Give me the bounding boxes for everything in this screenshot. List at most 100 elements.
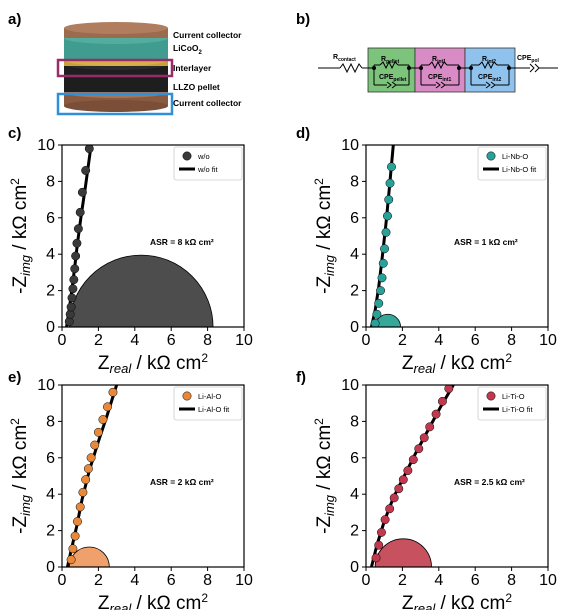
data-point <box>380 515 390 525</box>
y-tick-label: 10 <box>37 377 55 394</box>
x-tick-label: 10 <box>539 332 557 349</box>
data-point <box>398 475 408 485</box>
y-tick-label: 10 <box>341 377 359 394</box>
x-tick-label: 2 <box>94 572 103 589</box>
nyquist-plot-e: 0 2 4 6 8 10 0 2 4 6 8 10 Zreal / kΩ cm2 -Zimg / kΩ c… <box>8 377 253 610</box>
x-axis-label: Zreal / kΩ cm2 <box>98 351 208 376</box>
data-point <box>75 502 85 512</box>
panel-label-a: a) <box>8 11 21 28</box>
collector-highlight <box>56 92 174 116</box>
cpe-int1-label: CPEint1 <box>428 74 452 83</box>
legend-label: Li-Al-O <box>198 392 222 401</box>
data-point <box>66 555 76 565</box>
data-point <box>75 207 85 217</box>
y-tick-label: 2 <box>350 523 359 540</box>
data-point <box>370 318 380 327</box>
legend-label: Li-Al-O fit <box>198 405 230 414</box>
x-tick-label: 6 <box>471 572 480 589</box>
asr-annotation: ASR = 2.5 kΩ cm² <box>454 477 525 487</box>
axes-frame <box>365 144 549 328</box>
data-point <box>73 224 83 234</box>
cell-schematic <box>56 22 174 116</box>
label-current-collector-top: Current collector <box>173 30 242 40</box>
y-tick-label: 2 <box>46 523 55 540</box>
asr-annotation: ASR = 2 kΩ cm² <box>150 477 214 487</box>
legend-label: w/o <box>197 152 210 161</box>
legend-label: Li-Ti-O <box>502 392 525 401</box>
data-point <box>378 258 388 268</box>
data-point <box>68 284 78 294</box>
data-point <box>394 484 404 494</box>
x-tick-label: 6 <box>167 572 176 589</box>
data-point <box>66 302 76 312</box>
x-tick-label: 8 <box>203 332 212 349</box>
impedance-semicircle <box>68 254 214 327</box>
fit-line <box>369 145 395 327</box>
x-tick-label: 6 <box>167 332 176 349</box>
data-point <box>81 166 91 175</box>
data-point <box>431 409 441 419</box>
legend-label: Li-Nb-O <box>502 152 528 161</box>
data-point <box>389 493 399 503</box>
data-point <box>385 504 395 514</box>
data-point <box>69 275 79 285</box>
data-point <box>71 251 81 261</box>
data-point <box>73 517 82 526</box>
label-interlayer: Interlayer <box>173 63 212 73</box>
x-axis-label: Zreal / kΩ cm2 <box>402 591 512 610</box>
data-point <box>93 427 103 437</box>
nyquist-plot-d: 0 2 4 6 8 10 0 2 4 6 8 10 Zreal / kΩ cm2 -Zimg / kΩ c… <box>312 137 557 376</box>
asr-annotation: ASR = 8 kΩ cm² <box>150 237 214 247</box>
legend-label: w/o fit <box>197 165 219 174</box>
cpe-int2-label: CPEint2 <box>478 74 502 83</box>
data-point <box>77 187 87 197</box>
x-tick-label: 2 <box>398 572 407 589</box>
y-tick-label: 8 <box>350 173 359 190</box>
data-point <box>383 211 392 221</box>
legend-marker <box>182 391 192 401</box>
data-point <box>419 433 429 443</box>
x-tick-label: 10 <box>539 572 557 589</box>
data-point <box>381 227 391 237</box>
x-tick-label: 8 <box>203 572 212 589</box>
y-tick-label: 0 <box>46 319 55 336</box>
y-axis-label: -Zimg / kΩ cm2 <box>312 418 337 534</box>
x-tick-label: 0 <box>362 332 371 349</box>
data-point <box>376 286 386 296</box>
x-tick-label: 2 <box>94 332 103 349</box>
x-tick-label: 8 <box>507 332 516 349</box>
data-point <box>444 385 454 394</box>
panel-label-d: d) <box>296 125 310 142</box>
x-tick-label: 4 <box>130 332 139 349</box>
interlayer-highlight <box>56 58 174 78</box>
data-point <box>68 544 78 554</box>
y-tick-label: 8 <box>350 413 359 430</box>
y-tick-label: 6 <box>350 450 359 467</box>
r-contact-label: Rcontact <box>333 54 356 63</box>
data-point <box>403 466 413 475</box>
data-point <box>387 162 396 172</box>
data-point <box>377 273 387 283</box>
y-tick-label: 8 <box>46 413 55 430</box>
fit-line <box>370 385 455 567</box>
y-axis-label: -Zimg / kΩ cm2 <box>8 418 33 534</box>
panel-label-e: e) <box>8 369 21 386</box>
schematic-labels: Current collector LiCoO2 Interlayer LLZO… <box>173 30 242 108</box>
cpe-pellet-label: CPEpellet <box>379 74 407 83</box>
panel-label-b: b) <box>296 11 310 28</box>
data-point <box>108 387 118 397</box>
data-point <box>425 422 435 432</box>
panel-label-c: c) <box>8 125 21 142</box>
data-point <box>374 298 384 308</box>
data-point <box>67 293 77 303</box>
axes-frame <box>365 384 549 568</box>
x-tick-label: 10 <box>235 332 253 349</box>
data-point <box>103 402 112 412</box>
y-tick-label: 10 <box>37 137 55 154</box>
data-point <box>83 464 93 474</box>
data-point <box>414 444 424 454</box>
y-tick-label: 0 <box>46 559 55 576</box>
y-tick-label: 10 <box>341 137 359 154</box>
data-point <box>78 487 88 497</box>
